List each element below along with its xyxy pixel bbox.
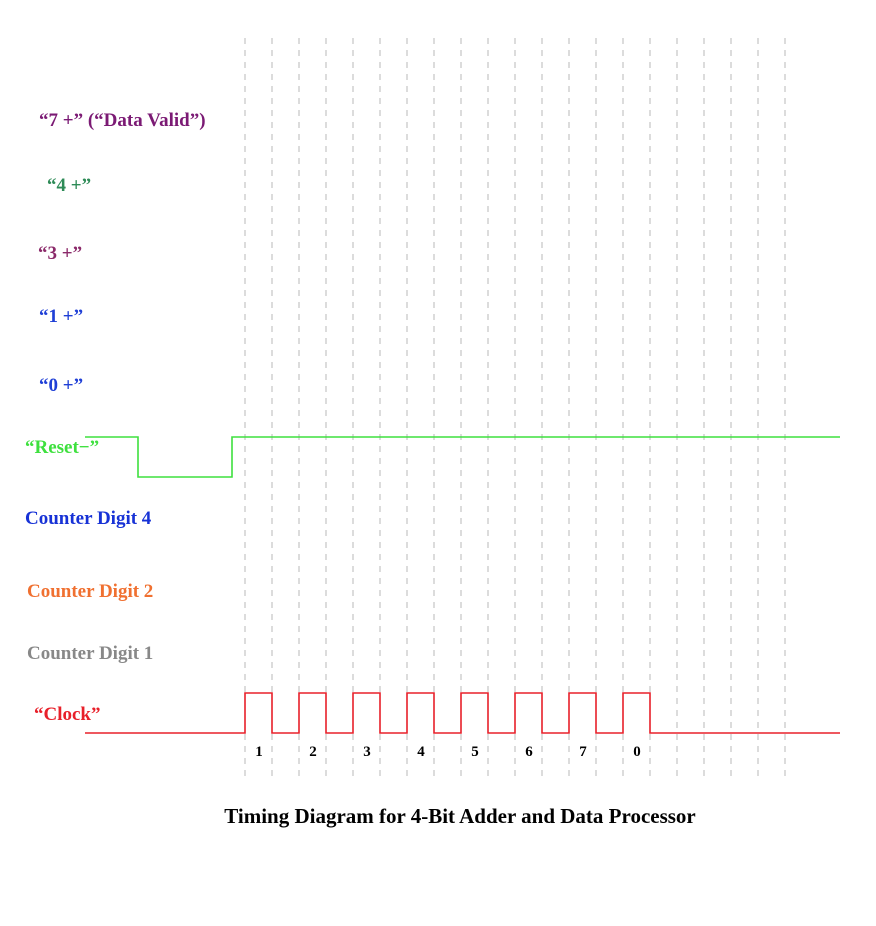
clock-cycle-label: 0: [633, 744, 641, 760]
grid-lines: [244, 38, 786, 776]
signal-label: “Reset−”: [25, 437, 99, 458]
waveforms: [85, 436, 840, 734]
reset-waveform: [85, 436, 840, 478]
clock-cycle-label: 1: [255, 744, 263, 760]
signal-label: “1 +”: [39, 306, 83, 327]
signal-label: “Clock”: [34, 704, 101, 725]
clock-cycle-label: 7: [579, 744, 587, 760]
clock-cycle-label: 5: [471, 744, 479, 760]
clock-cycle-label: 3: [363, 744, 371, 760]
clock-cycle-label: 2: [309, 744, 317, 760]
signal-label: Counter Digit 4: [25, 508, 152, 529]
signal-label: “0 +”: [39, 375, 83, 396]
signal-labels: “7 +” (“Data Valid”) “4 +” “3 +” “1 +” “0 +”…: [25, 110, 206, 725]
signal-label: “3 +”: [38, 243, 82, 264]
signal-label: “4 +”: [47, 175, 91, 196]
signal-label: “7 +” (“Data Valid”): [39, 110, 206, 131]
clock-cycle-label: 6: [525, 744, 533, 760]
diagram-caption: Timing Diagram for 4-Bit Adder and Data …: [224, 804, 696, 828]
clock-cycle-label: 4: [417, 744, 425, 760]
signal-label: Counter Digit 2: [27, 581, 153, 602]
clock-cycle-labels: 1 2 3 4 5 6 7 0: [255, 744, 641, 760]
clock-waveform: [85, 692, 840, 734]
signal-label: Counter Digit 1: [27, 643, 153, 664]
